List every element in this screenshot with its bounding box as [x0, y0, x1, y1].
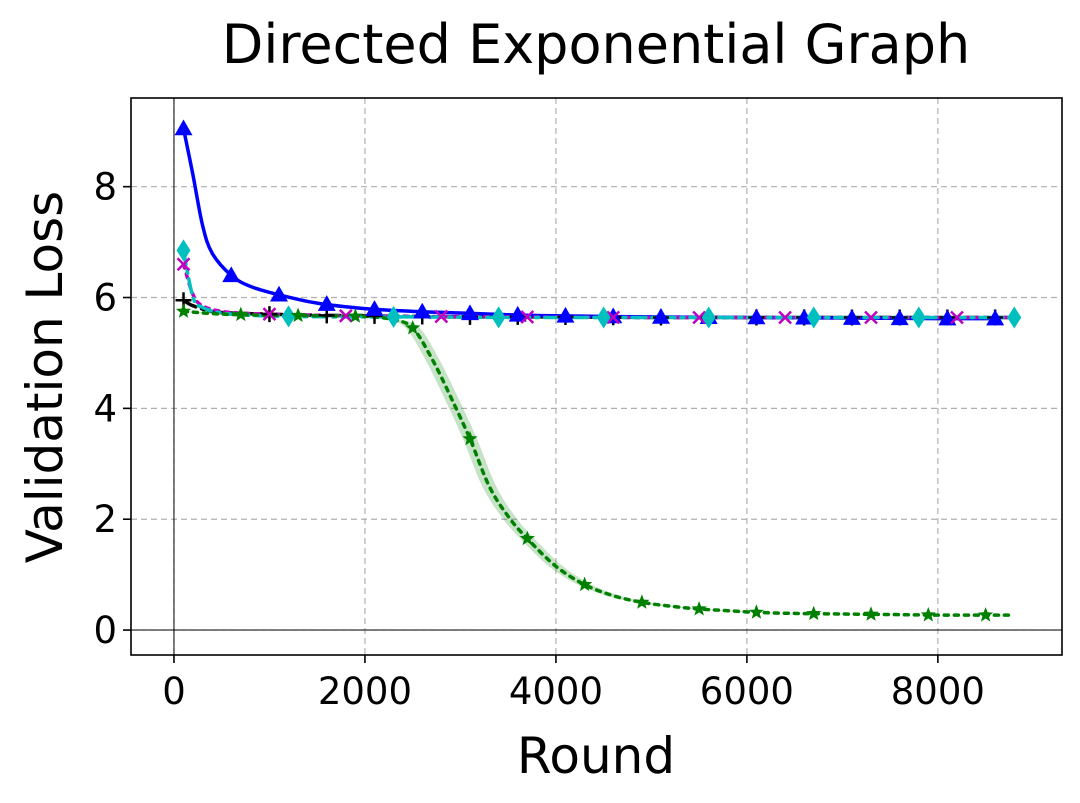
- star-marker: [290, 307, 306, 323]
- diamond-marker: [491, 306, 506, 329]
- axis-ticks: 0 2000 4000 6000 8000 0 2 4 6 8: [93, 166, 984, 713]
- x-marker: [950, 310, 964, 325]
- diamond-marker: [596, 306, 611, 329]
- diamond-marker: [911, 306, 926, 329]
- x-marker: [692, 310, 707, 325]
- series-markers-4: [176, 239, 1022, 329]
- y-tick-label: 6: [93, 277, 117, 320]
- triangle-marker: [890, 309, 909, 326]
- star-marker: [920, 607, 936, 622]
- diamond-marker: [386, 305, 401, 328]
- series-line-2: [181, 126, 997, 321]
- x-marker: [338, 308, 353, 323]
- series-markers-5: [175, 303, 994, 622]
- y-axis-label: Validation Loss: [16, 191, 74, 563]
- series-markers-2: [174, 119, 1005, 326]
- x-tick-label: 8000: [891, 670, 985, 713]
- series-line-5: [181, 309, 1017, 617]
- confidence-bands: [176, 311, 1022, 616]
- triangle-marker: [174, 119, 193, 136]
- x-marker: [176, 257, 191, 272]
- triangle-marker: [986, 309, 1005, 326]
- triangle-marker: [460, 304, 479, 321]
- x-tick-label: 4000: [509, 670, 603, 713]
- series-lines: [181, 126, 1017, 617]
- x-axis-label: Round: [517, 727, 675, 785]
- triangle-marker: [747, 308, 766, 325]
- star-marker: [175, 303, 192, 318]
- series-band: [176, 311, 1022, 616]
- x-marker: [864, 310, 878, 325]
- triangle-marker: [317, 295, 336, 311]
- series-line-4: [181, 248, 1017, 320]
- star-marker: [347, 308, 363, 323]
- chart-title: Directed Exponential Graph: [222, 13, 971, 76]
- triangle-marker: [270, 285, 289, 302]
- star-marker: [748, 604, 764, 619]
- triangle-marker: [842, 309, 861, 325]
- diamond-marker: [701, 306, 716, 329]
- star-marker: [233, 306, 249, 322]
- star-marker: [577, 576, 593, 592]
- diamond-marker: [176, 239, 191, 262]
- plot-frame: [130, 97, 1063, 656]
- triangle-marker: [795, 308, 814, 325]
- y-tick-label: 4: [93, 387, 117, 430]
- star-marker: [519, 530, 535, 546]
- diamond-marker: [281, 305, 296, 328]
- star-marker: [634, 594, 650, 609]
- x-marker: [520, 310, 535, 324]
- star-marker: [691, 601, 707, 616]
- x-marker: [262, 307, 277, 322]
- diamond-marker: [1007, 306, 1022, 329]
- x-tick-label: 0: [162, 670, 186, 713]
- star-marker: [462, 430, 478, 446]
- x-marker: [778, 310, 792, 325]
- series-markers: [174, 119, 1022, 622]
- y-tick-label: 8: [93, 166, 117, 209]
- star-marker: [806, 605, 822, 621]
- grid: [131, 98, 1062, 655]
- x-marker: [434, 309, 449, 324]
- x-tick-label: 2000: [318, 670, 412, 713]
- triangle-marker: [651, 307, 670, 324]
- x-tick-label: 6000: [700, 670, 794, 713]
- series-markers-1: [175, 292, 1004, 326]
- x-marker: [606, 310, 621, 325]
- y-tick-label: 0: [93, 609, 117, 652]
- triangle-marker: [508, 305, 527, 322]
- diamond-marker: [806, 306, 821, 329]
- triangle-marker: [222, 266, 241, 283]
- star-marker: [405, 320, 421, 335]
- triangle-marker: [413, 302, 432, 319]
- triangle-marker: [556, 306, 575, 323]
- star-marker: [978, 607, 994, 622]
- reference-lines: [131, 98, 1062, 655]
- series-markers-3: [176, 257, 964, 325]
- series-line-3: [181, 262, 1017, 320]
- y-tick-label: 2: [93, 498, 117, 541]
- star-marker: [863, 606, 879, 621]
- triangle-marker: [365, 300, 384, 316]
